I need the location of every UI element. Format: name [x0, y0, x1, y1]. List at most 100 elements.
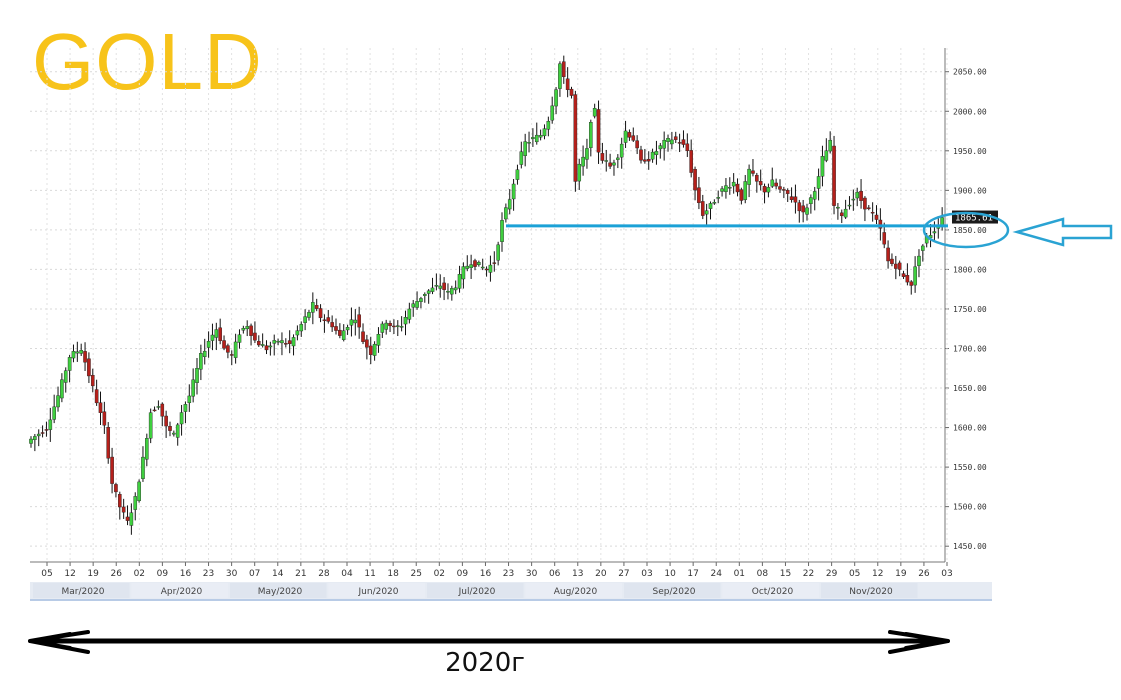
- candle-up: [507, 199, 512, 210]
- candle-up: [29, 438, 33, 444]
- candle-up: [550, 105, 555, 121]
- candle-up: [592, 108, 597, 117]
- x-tick-label: 29: [826, 569, 838, 579]
- year-caption: 2020г: [445, 648, 525, 678]
- x-tick-label: 23: [203, 569, 214, 579]
- x-tick-label: 15: [780, 569, 791, 579]
- month-label: Jul/2020: [458, 587, 496, 597]
- pointer-arrow-icon: [1012, 217, 1113, 247]
- candle-down: [87, 358, 91, 377]
- candle-down: [222, 340, 226, 349]
- x-tick-label: 03: [641, 569, 652, 579]
- candle-up: [175, 424, 180, 438]
- month-label: May/2020: [258, 587, 303, 597]
- candle-up: [716, 197, 721, 199]
- candle-down: [90, 375, 95, 387]
- candle-down: [561, 61, 566, 77]
- candle-up: [504, 207, 508, 220]
- candle-up: [488, 264, 493, 273]
- candle-up: [589, 122, 593, 148]
- candle-up: [311, 302, 315, 313]
- candle-down: [774, 182, 778, 187]
- candle-up: [183, 404, 188, 412]
- candle-down: [322, 319, 327, 321]
- y-tick-label: 1900.00: [953, 186, 987, 195]
- candle-up: [307, 312, 311, 318]
- candle-down: [44, 429, 49, 431]
- candle-down: [735, 183, 740, 193]
- candle-up: [272, 340, 277, 344]
- candle-up: [511, 183, 516, 200]
- candle-up: [727, 187, 732, 189]
- candle-down: [673, 136, 678, 140]
- candle-down: [608, 162, 612, 167]
- highlight-ellipse: [922, 211, 1010, 249]
- x-tick-label: 26: [918, 569, 930, 579]
- candle-up: [430, 287, 435, 292]
- month-cell: [131, 583, 228, 598]
- candle-down: [635, 140, 639, 149]
- candle-up: [376, 334, 381, 346]
- candle-down: [287, 340, 292, 344]
- candle-up: [268, 345, 273, 348]
- x-tick-label: 06: [549, 569, 561, 579]
- candle-down: [801, 205, 805, 213]
- y-tick-label: 1700.00: [953, 344, 987, 353]
- candle-up: [724, 185, 728, 192]
- candle-down: [492, 262, 497, 264]
- candle-up: [836, 206, 840, 209]
- y-tick-label: 1650.00: [953, 384, 987, 393]
- x-tick-label: 02: [434, 569, 445, 579]
- candle-down: [700, 201, 705, 216]
- x-tick-label: 10: [664, 569, 676, 579]
- month-label: Sep/2020: [653, 587, 696, 597]
- candle-down: [797, 202, 802, 212]
- candle-up: [260, 344, 265, 346]
- candle-up: [36, 433, 41, 437]
- month-cell: [821, 583, 918, 598]
- candle-up: [233, 341, 238, 358]
- x-tick-label: 02: [134, 569, 145, 579]
- candle-down: [789, 196, 794, 200]
- candle-down: [114, 484, 118, 493]
- candle-up: [280, 340, 284, 344]
- x-tick-label: 13: [572, 569, 583, 579]
- month-label: Jun/2020: [358, 587, 399, 597]
- candle-up: [731, 181, 736, 187]
- x-tick-label: 22: [803, 569, 814, 579]
- candle-up: [241, 328, 246, 331]
- candle-down: [677, 142, 682, 144]
- candle-up: [913, 266, 917, 286]
- month-label: Nov/2020: [849, 587, 893, 597]
- x-tick-label: 16: [480, 569, 492, 579]
- candle-up: [843, 208, 848, 218]
- candle-down: [689, 150, 693, 173]
- candle-up: [453, 287, 458, 291]
- candle-down: [909, 281, 914, 286]
- candle-up: [477, 262, 481, 265]
- candle-down: [284, 343, 288, 345]
- candle-up: [654, 151, 659, 155]
- candle-up: [446, 291, 450, 293]
- month-cell: [33, 583, 130, 598]
- month-label: Apr/2020: [161, 587, 203, 597]
- candle-up: [67, 357, 72, 371]
- chart-title: GOLD: [32, 17, 263, 106]
- candle-up: [63, 370, 68, 383]
- candle-up: [407, 308, 412, 320]
- x-tick-label: 09: [157, 569, 169, 579]
- candle-down: [886, 247, 890, 262]
- y-tick-label: 1550.00: [953, 463, 987, 472]
- candle-down: [218, 327, 222, 341]
- candle-up: [345, 327, 350, 331]
- candle-down: [897, 262, 902, 270]
- x-tick-label: 05: [849, 569, 860, 579]
- candle-down: [392, 325, 396, 328]
- x-tick-label: 24: [711, 569, 723, 579]
- candle-down: [839, 212, 844, 217]
- candle-down: [758, 181, 763, 186]
- candle-down: [596, 109, 601, 153]
- candle-down: [484, 268, 489, 271]
- candle-up: [295, 330, 300, 336]
- candle-up: [581, 156, 585, 167]
